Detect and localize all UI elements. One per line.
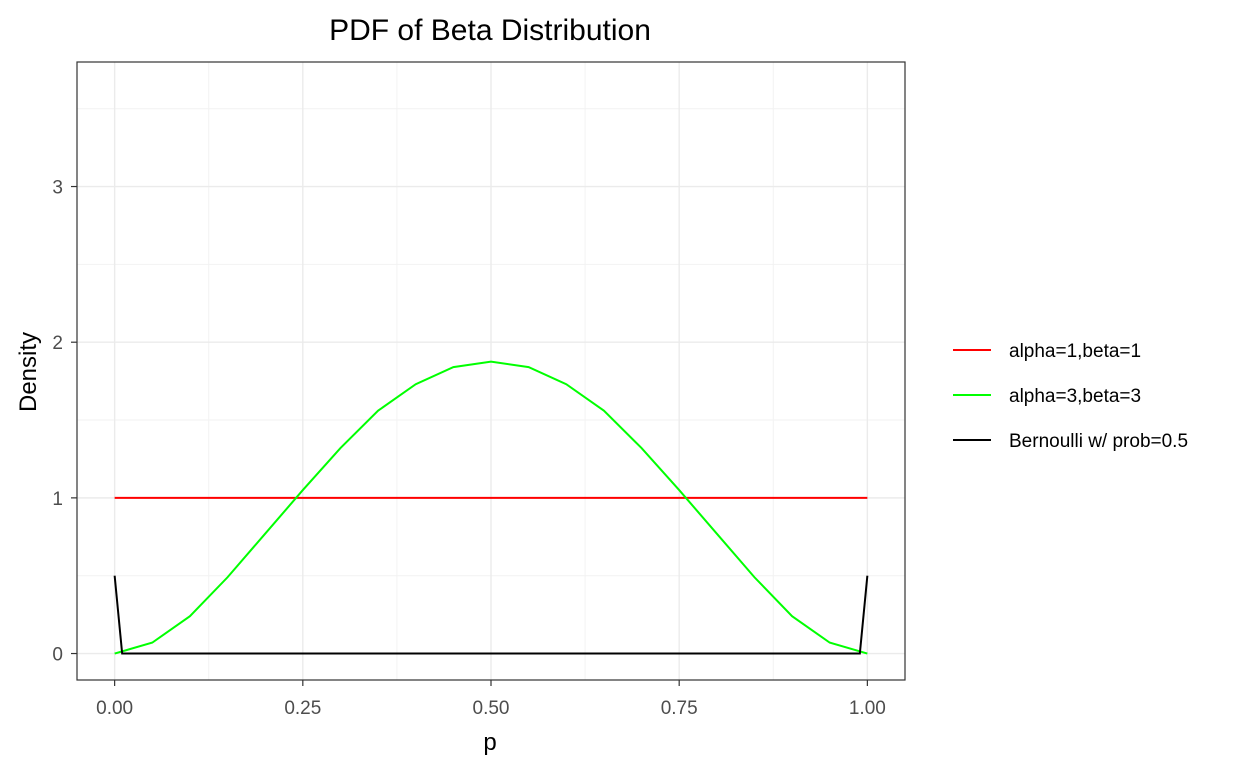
x-tick-label: 1.00	[849, 698, 886, 719]
series-layer	[113, 360, 869, 655]
legend-label-1: alpha=1,beta=1	[1009, 341, 1141, 362]
legend-label-2: alpha=3,beta=3	[1009, 386, 1141, 407]
y-tick-label: 1	[52, 489, 63, 510]
y-tick-label: 2	[52, 333, 63, 354]
chart-title: PDF of Beta Distribution	[329, 14, 651, 47]
y-axis-ticks: 0 1 2 3	[52, 178, 77, 666]
x-tick-label: 0.50	[473, 698, 510, 719]
x-tick-label: 0.25	[284, 698, 321, 719]
x-tick-label: 0.00	[96, 698, 133, 719]
series-line-2	[114, 360, 868, 655]
y-tick-label: 3	[52, 178, 63, 199]
x-tick-label: 0.75	[661, 698, 698, 719]
x-axis-title: p	[483, 729, 496, 756]
y-axis-title: Density	[15, 332, 42, 412]
legend: alpha=1,beta=1 alpha=3,beta=3 Bernoulli w/…	[953, 341, 1188, 452]
series-line-3	[113, 575, 869, 655]
y-tick-label: 0	[52, 645, 63, 666]
legend-label-3: Bernoulli w/ prob=0.5	[1009, 431, 1188, 452]
grid-major	[77, 62, 905, 680]
x-axis-ticks: 0.00 0.25 0.50 0.75 1.00	[96, 680, 886, 719]
